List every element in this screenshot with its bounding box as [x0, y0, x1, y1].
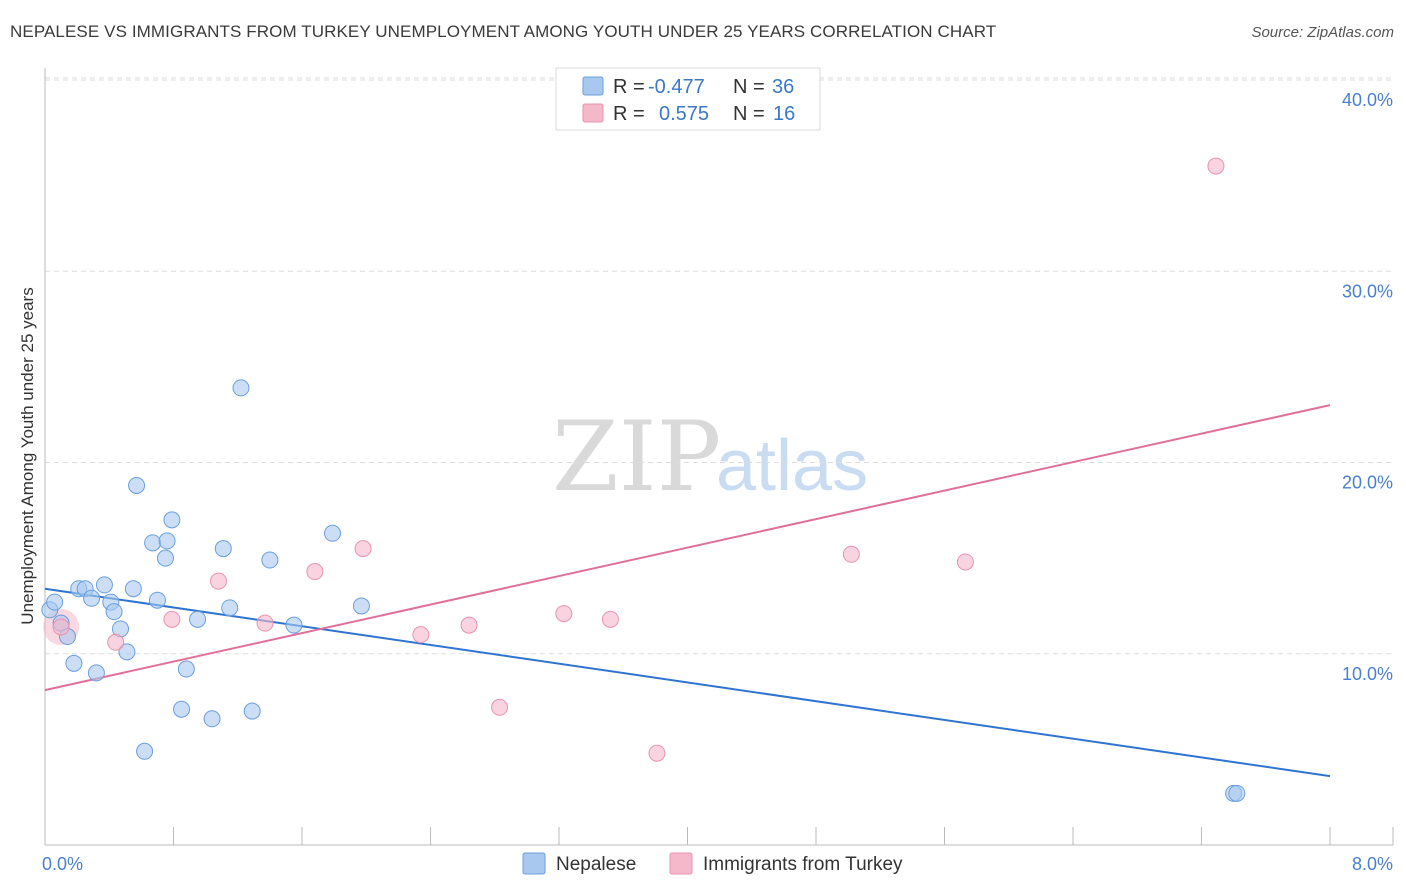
point-nepalese-20 — [158, 532, 176, 550]
point-nepalese-27 — [221, 599, 239, 617]
point-nepalese-24 — [189, 610, 207, 628]
point-nepalese-7 — [83, 589, 101, 607]
bottom-legend-label-turkey: Immigrants from Turkey — [703, 854, 903, 875]
y-gridlines — [45, 77, 1393, 655]
bottom-legend: Nepalese Immigrants from Turkey — [522, 852, 903, 875]
legend-box: R = -0.477 N = 36 R = 0.575 N = 16 — [555, 67, 821, 131]
point-turkey-0 — [52, 618, 70, 636]
legend-r-value-turkey: 0.575 — [659, 103, 709, 125]
point-nepalese-26 — [214, 540, 232, 558]
point-nepalese-9 — [95, 576, 113, 594]
point-turkey-10 — [555, 605, 573, 623]
point-turkey-3 — [209, 572, 227, 590]
legend-n-value-turkey: 16 — [773, 103, 795, 125]
legend-swatch-nepalese — [582, 76, 604, 96]
point-nepalese-22 — [173, 700, 191, 718]
watermark-atlas: atlas — [716, 426, 868, 506]
axes — [44, 68, 1394, 846]
point-turkey-14 — [956, 553, 974, 571]
x-tick-labels: 0.0% 8.0% — [42, 854, 1393, 874]
point-turkey-7 — [412, 626, 430, 644]
point-nepalese-25 — [203, 710, 221, 728]
bottom-legend-label-nepalese: Nepalese — [556, 854, 636, 875]
point-nepalese-15 — [128, 476, 146, 494]
chart-title: NEPALESE VS IMMIGRANTS FROM TURKEY UNEMP… — [10, 22, 997, 41]
trend-line-nepalese — [44, 587, 1331, 778]
point-turkey-13 — [842, 545, 860, 563]
point-nepalese-28 — [232, 379, 250, 397]
legend-r-value-nepalese: -0.477 — [648, 76, 705, 98]
point-nepalese-14 — [124, 580, 142, 598]
point-nepalese-1 — [46, 593, 64, 611]
point-turkey-11 — [601, 610, 619, 628]
point-nepalese-8 — [87, 664, 105, 682]
point-nepalese-4 — [65, 654, 83, 672]
y-tick-label-40: 40.0% — [1342, 90, 1393, 110]
y-tick-label-10: 10.0% — [1342, 664, 1393, 684]
y-tick-label-30: 30.0% — [1342, 281, 1393, 301]
point-turkey-12 — [648, 744, 666, 762]
legend-swatch-turkey — [582, 103, 604, 123]
point-nepalese-13 — [118, 643, 136, 661]
point-nepalese-16 — [136, 742, 154, 760]
legend-n-value-nepalese: 36 — [772, 76, 794, 98]
legend-n-label-turkey: N = — [733, 103, 765, 125]
bottom-legend-swatch-nepalese — [522, 852, 546, 875]
point-nepalese-32 — [324, 524, 342, 542]
data-points — [41, 157, 1246, 802]
point-turkey-4 — [256, 614, 274, 632]
bottom-legend-swatch-turkey — [669, 852, 693, 875]
point-turkey-8 — [460, 616, 478, 634]
point-turkey-9 — [491, 698, 509, 716]
x-tick-label-0: 0.0% — [42, 854, 83, 874]
point-nepalese-30 — [261, 551, 279, 569]
y-tick-labels: 10.0% 20.0% 30.0% 40.0% — [1342, 90, 1393, 684]
trend-line-turkey — [44, 404, 1331, 692]
point-nepalese-33 — [352, 597, 370, 615]
point-nepalese-19 — [156, 549, 174, 567]
point-nepalese-17 — [144, 534, 162, 552]
point-nepalese-31 — [285, 616, 303, 634]
point-nepalese-18 — [148, 591, 166, 609]
point-turkey-15 — [1207, 157, 1225, 175]
y-tick-label-20: 20.0% — [1342, 473, 1393, 493]
x-tick-label-8: 8.0% — [1352, 854, 1393, 874]
point-turkey-5 — [306, 563, 324, 581]
y-axis-label: Unemployment Among Youth under 25 years — [18, 287, 37, 624]
point-nepalese-11 — [105, 603, 123, 621]
watermark-zip: ZIP — [552, 401, 721, 513]
legend-n-label-nepalese: N = — [733, 76, 765, 98]
legend-r-label-nepalese: R = — [613, 76, 645, 98]
point-turkey-6 — [354, 540, 372, 558]
point-nepalese-29 — [243, 702, 261, 720]
point-turkey-2 — [163, 610, 181, 628]
watermark: ZIP atlas — [552, 401, 868, 513]
legend-r-label-turkey: R = — [613, 103, 645, 125]
source-credit: Source: ZipAtlas.com — [1251, 24, 1394, 41]
point-nepalese-23 — [177, 660, 195, 678]
point-nepalese-35 — [1228, 784, 1246, 802]
point-nepalese-21 — [163, 511, 181, 529]
point-turkey-1 — [107, 633, 125, 651]
